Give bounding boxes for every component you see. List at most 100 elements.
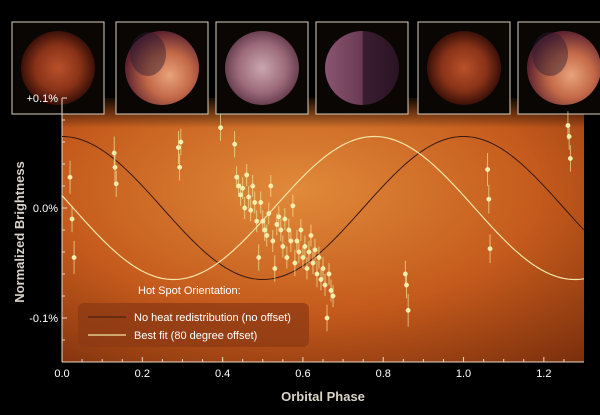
data-point xyxy=(264,224,270,247)
x-tick-label: 1.0 xyxy=(456,368,471,380)
data-marker xyxy=(405,307,411,313)
y-tick-label: 0.0% xyxy=(33,203,58,215)
data-point xyxy=(284,246,290,269)
data-point xyxy=(278,219,284,241)
data-point xyxy=(270,230,276,252)
data-point xyxy=(302,235,308,258)
data-point xyxy=(113,170,119,197)
data-marker xyxy=(404,282,409,288)
data-point xyxy=(288,230,294,252)
planet-disk xyxy=(125,31,199,105)
data-marker xyxy=(310,260,316,266)
data-point xyxy=(67,160,73,194)
data-point xyxy=(272,255,278,282)
data-marker xyxy=(258,200,264,205)
data-marker xyxy=(276,214,282,220)
data-marker xyxy=(252,200,258,205)
data-marker xyxy=(300,255,306,260)
y-tick-label: -0.1% xyxy=(29,313,58,325)
data-point xyxy=(242,197,248,219)
data-point xyxy=(294,230,300,252)
data-point xyxy=(240,177,246,200)
data-marker xyxy=(278,227,284,233)
data-point xyxy=(266,202,272,225)
planet-disk xyxy=(21,31,95,105)
data-marker xyxy=(274,222,280,227)
data-point xyxy=(248,199,254,222)
planet-thumbnail-strip xyxy=(11,21,600,115)
data-marker xyxy=(238,192,244,198)
data-marker xyxy=(290,203,296,209)
data-point xyxy=(290,194,296,217)
planet-disk xyxy=(325,31,399,105)
data-point xyxy=(232,131,238,158)
data-marker xyxy=(67,174,73,180)
data-point xyxy=(405,293,411,327)
model-curve-best-fit xyxy=(61,135,585,281)
data-marker xyxy=(248,207,254,213)
data-marker xyxy=(178,139,184,145)
data-marker xyxy=(302,244,308,249)
data-point xyxy=(308,224,314,247)
data-marker xyxy=(486,196,492,202)
data-marker xyxy=(314,271,320,277)
data-marker xyxy=(266,211,272,216)
data-marker xyxy=(232,141,238,147)
data-marker xyxy=(308,233,314,238)
data-point xyxy=(252,191,258,214)
data-point xyxy=(260,210,266,233)
data-point xyxy=(306,241,312,263)
data-point xyxy=(314,260,320,288)
x-tick-label: 0.8 xyxy=(376,368,391,380)
data-point xyxy=(258,191,264,214)
data-marker xyxy=(69,216,75,222)
data-point xyxy=(487,234,493,263)
planet-view-6 xyxy=(517,21,600,115)
data-point xyxy=(324,304,330,332)
data-marker xyxy=(320,266,326,271)
data-point xyxy=(178,128,184,156)
data-point xyxy=(280,235,286,258)
data-marker xyxy=(240,185,246,191)
data-point xyxy=(326,263,332,285)
data-marker xyxy=(112,164,118,170)
data-marker xyxy=(304,266,310,271)
data-marker xyxy=(326,271,332,277)
planet-view-4 xyxy=(315,21,409,115)
data-marker xyxy=(280,244,286,249)
data-marker xyxy=(234,174,240,180)
data-point xyxy=(276,205,282,228)
x-tick-label: 0.0 xyxy=(54,368,69,380)
legend-box xyxy=(78,303,309,347)
data-marker xyxy=(487,246,493,252)
data-marker xyxy=(250,183,256,189)
data-marker xyxy=(328,288,334,293)
data-point xyxy=(292,249,298,277)
data-point xyxy=(254,210,260,233)
data-marker xyxy=(244,172,250,178)
legend-title: Hot Spot Orientation: xyxy=(138,285,241,297)
data-marker xyxy=(71,255,77,260)
x-tick-label: 0.2 xyxy=(135,368,150,380)
data-marker xyxy=(330,293,336,299)
data-point xyxy=(316,246,322,269)
data-marker xyxy=(246,194,252,200)
data-marker xyxy=(316,255,322,260)
data-marker xyxy=(268,183,274,189)
data-marker xyxy=(270,238,276,244)
observation-points xyxy=(67,111,573,332)
data-marker xyxy=(312,247,318,253)
data-point xyxy=(296,241,302,263)
planet-disk xyxy=(427,31,501,105)
data-point xyxy=(177,154,183,181)
data-point xyxy=(330,285,336,307)
data-marker xyxy=(284,255,290,260)
data-point xyxy=(69,205,75,233)
data-marker xyxy=(306,249,312,255)
data-marker xyxy=(264,233,270,238)
data-point xyxy=(298,219,304,241)
y-tick-label: +0.1% xyxy=(27,93,59,105)
data-point xyxy=(567,145,573,172)
planet-disk xyxy=(225,31,299,105)
